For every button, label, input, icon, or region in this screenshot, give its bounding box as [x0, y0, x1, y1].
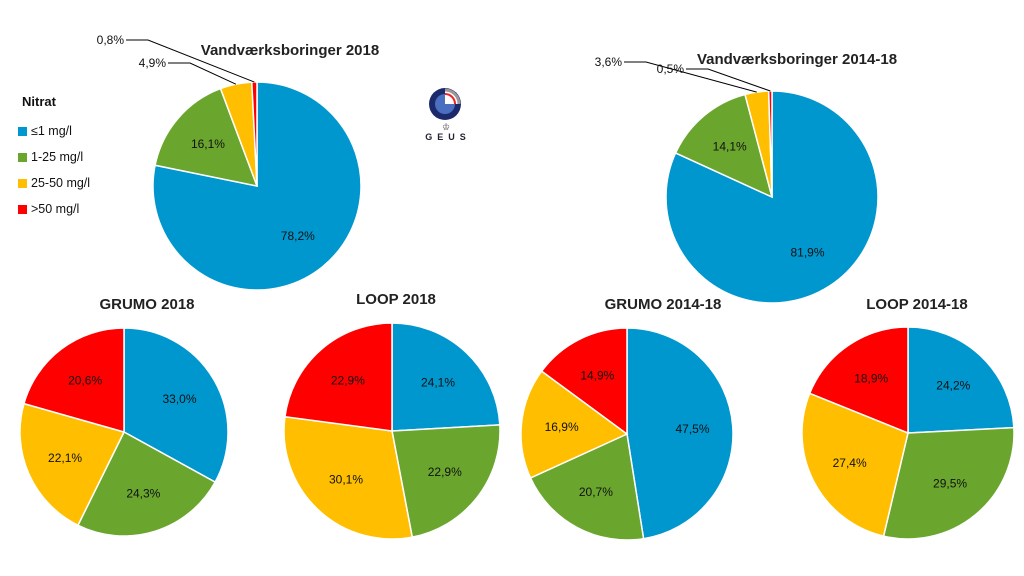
- data-label: 16,9%: [545, 420, 579, 434]
- legend-swatch: [18, 152, 27, 162]
- pie-slice: [540, 327, 628, 436]
- data-label: 24,3%: [126, 487, 160, 501]
- data-label: 3,6%: [595, 55, 623, 69]
- pie-slice: [284, 322, 393, 432]
- pie-slice: [529, 432, 645, 541]
- pie-slice: [23, 327, 125, 433]
- logo-text: GEUS: [425, 132, 471, 142]
- legend-item: 1-25 mg/l: [18, 144, 90, 170]
- data-label: 20,7%: [579, 485, 613, 499]
- legend-label: 1-25 mg/l: [31, 150, 84, 164]
- geus-logo-icon: [429, 88, 461, 120]
- pie-slice: [520, 370, 629, 479]
- pie-slice: [767, 90, 773, 198]
- pie-slice: [801, 392, 909, 538]
- chart-title: LOOP 2018: [356, 291, 436, 308]
- chart-title: Vandværksboringer 2018: [201, 42, 379, 59]
- legend-label: 25-50 mg/l: [31, 176, 91, 190]
- leader-line: [686, 68, 771, 92]
- pie-slice: [283, 415, 414, 540]
- data-label: 22,9%: [428, 465, 462, 479]
- data-label: 20,6%: [68, 374, 102, 388]
- data-label: 24,2%: [936, 378, 970, 392]
- data-label: 0,8%: [97, 33, 125, 47]
- pie-slice: [674, 93, 774, 199]
- data-label: 22,1%: [48, 451, 82, 465]
- legend-label: ≤1 mg/l: [31, 124, 72, 138]
- data-label: 0,5%: [657, 62, 685, 76]
- pie-slice: [154, 87, 259, 188]
- pie-slice: [19, 402, 126, 527]
- data-label: 14,1%: [713, 140, 747, 154]
- leader-line: [168, 62, 237, 85]
- legend-swatch: [18, 126, 27, 136]
- data-label: 47,5%: [676, 422, 710, 436]
- data-label: 29,5%: [933, 477, 967, 491]
- legend-title: Nitrat: [22, 94, 56, 109]
- pie-slice: [391, 424, 501, 538]
- data-label: 30,1%: [329, 473, 363, 487]
- pie-slice: [907, 326, 1015, 434]
- pie-slice: [123, 327, 229, 484]
- data-label: 16,1%: [191, 137, 225, 151]
- legend-item: 25-50 mg/l: [18, 170, 90, 196]
- legend-item: >50 mg/l: [18, 196, 90, 222]
- legend-label: >50 mg/l: [31, 202, 80, 216]
- leader-line: [126, 39, 255, 83]
- data-label: 78,2%: [281, 229, 315, 243]
- data-label: 81,9%: [791, 245, 825, 259]
- pie-slice: [76, 430, 217, 537]
- legend-swatch: [18, 178, 27, 188]
- pie-slice: [882, 426, 1015, 540]
- legend: Nitrat ≤1 mg/l 1-25 mg/l 25-50 mg/l >50 …: [18, 94, 90, 222]
- chart-title: GRUMO 2014-18: [605, 296, 722, 313]
- data-label: 27,4%: [833, 456, 867, 470]
- data-label: 14,9%: [580, 368, 614, 382]
- legend-item: ≤1 mg/l: [18, 118, 90, 144]
- data-label: 24,1%: [421, 375, 455, 389]
- chart-title: GRUMO 2018: [99, 296, 194, 313]
- data-label: 22,9%: [331, 374, 365, 388]
- crown-icon: ♔: [441, 122, 451, 132]
- pie-slice: [626, 327, 734, 540]
- chart-title: Vandværksboringer 2014-18: [697, 51, 897, 68]
- data-label: 18,9%: [854, 372, 888, 386]
- data-label: 4,9%: [139, 56, 167, 70]
- pie-slice: [808, 326, 909, 435]
- pie-slice: [391, 322, 501, 432]
- chart-title: LOOP 2014-18: [866, 296, 967, 313]
- legend-swatch: [18, 204, 27, 214]
- leader-line: [624, 61, 757, 93]
- pie-slice: [250, 81, 258, 187]
- data-label: 33,0%: [162, 392, 196, 406]
- geus-logo: ♔ GEUS: [421, 86, 471, 142]
